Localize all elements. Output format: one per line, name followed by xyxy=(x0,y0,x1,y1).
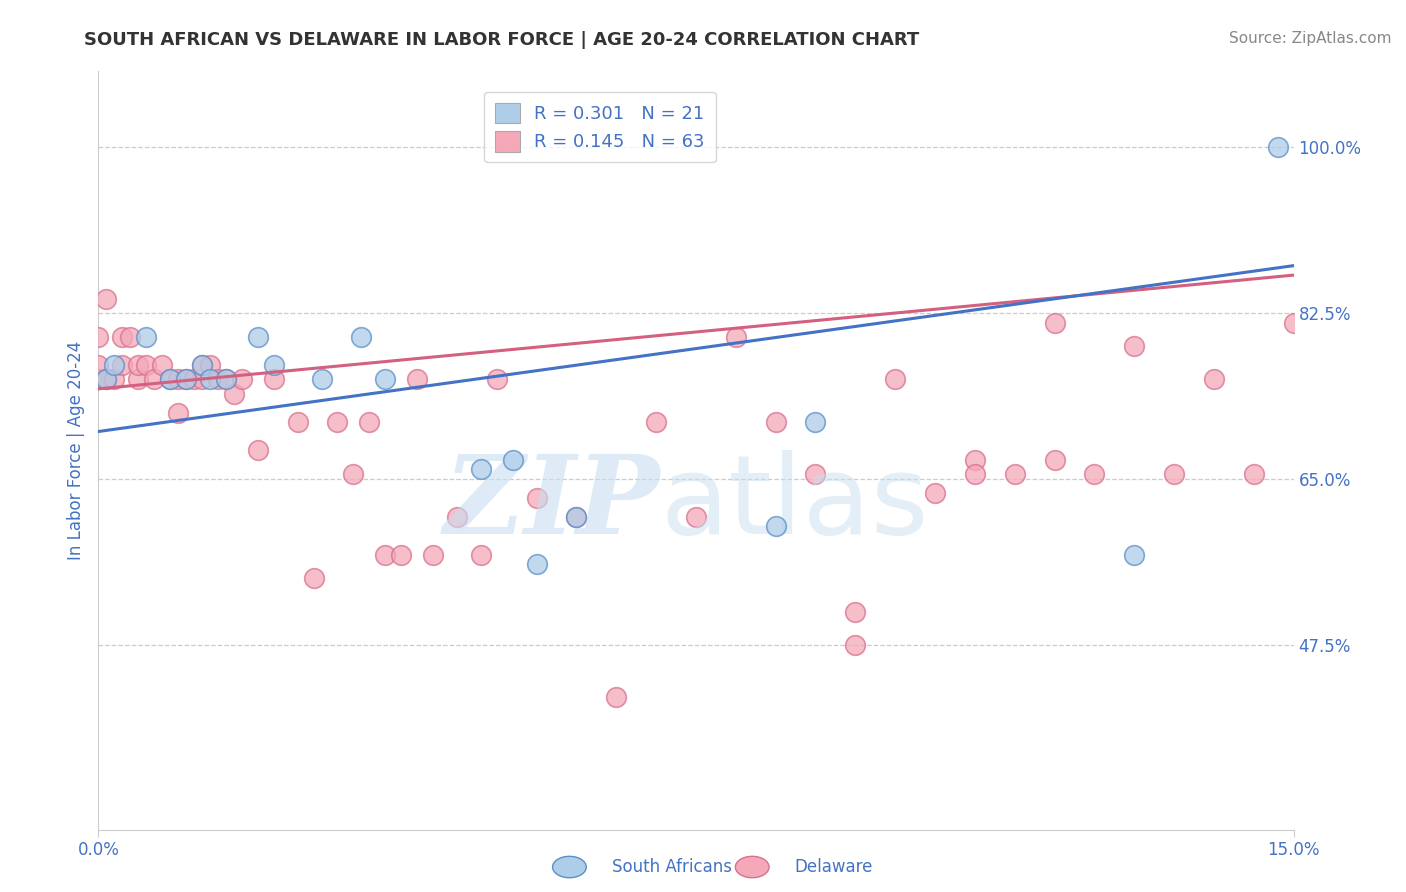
Point xyxy=(111,358,134,372)
Point xyxy=(143,372,166,386)
Point xyxy=(963,467,986,482)
Point xyxy=(96,372,118,386)
Point xyxy=(526,557,548,572)
Point xyxy=(765,519,787,533)
Point xyxy=(350,330,373,344)
Point xyxy=(502,453,524,467)
Text: SOUTH AFRICAN VS DELAWARE IN LABOR FORCE | AGE 20-24 CORRELATION CHART: SOUTH AFRICAN VS DELAWARE IN LABOR FORCE… xyxy=(84,31,920,49)
Point xyxy=(159,372,181,386)
Point xyxy=(374,548,396,562)
Point xyxy=(342,467,364,482)
Point xyxy=(724,330,747,344)
Point xyxy=(198,358,221,372)
Point xyxy=(924,486,946,500)
Point xyxy=(406,372,429,386)
Point xyxy=(1083,467,1105,482)
Point xyxy=(263,372,285,386)
Point xyxy=(159,372,181,386)
Point xyxy=(215,372,238,386)
Point xyxy=(389,548,412,562)
Point xyxy=(1043,316,1066,330)
Point xyxy=(326,415,349,429)
Point xyxy=(96,292,118,306)
Point xyxy=(246,443,269,458)
Point xyxy=(302,571,325,585)
Text: South Africans: South Africans xyxy=(612,858,731,876)
Point xyxy=(174,372,197,386)
Point xyxy=(87,330,110,344)
Point xyxy=(198,372,221,386)
Point xyxy=(135,358,157,372)
Point xyxy=(565,509,588,524)
Point xyxy=(207,372,229,386)
Point xyxy=(167,372,190,386)
Point xyxy=(191,358,214,372)
Point xyxy=(87,372,110,386)
Point xyxy=(422,548,444,562)
Point xyxy=(605,690,627,704)
Point xyxy=(765,415,787,429)
Point xyxy=(685,509,707,524)
Text: ZIP: ZIP xyxy=(443,450,661,558)
Point xyxy=(111,330,134,344)
Point xyxy=(150,358,173,372)
Point xyxy=(470,548,492,562)
Point xyxy=(1202,372,1225,386)
Point xyxy=(87,358,110,372)
Point xyxy=(215,372,238,386)
Point xyxy=(174,372,197,386)
Point xyxy=(804,415,827,429)
Point xyxy=(120,330,142,344)
Point xyxy=(127,372,149,386)
Point xyxy=(191,358,214,372)
Y-axis label: In Labor Force | Age 20-24: In Labor Force | Age 20-24 xyxy=(66,341,84,560)
Point xyxy=(127,358,149,372)
Point xyxy=(96,372,118,386)
Point xyxy=(645,415,668,429)
Point xyxy=(103,372,125,386)
Point xyxy=(222,386,245,401)
Point xyxy=(446,509,468,524)
Point xyxy=(103,358,125,372)
Point xyxy=(1123,339,1146,353)
Point xyxy=(526,491,548,505)
Point xyxy=(565,509,588,524)
Point xyxy=(1282,316,1305,330)
Point xyxy=(844,638,866,652)
Point xyxy=(135,330,157,344)
Point xyxy=(963,453,986,467)
Point xyxy=(1267,140,1289,154)
Point xyxy=(485,372,508,386)
Point xyxy=(884,372,907,386)
Point xyxy=(246,330,269,344)
Text: Source: ZipAtlas.com: Source: ZipAtlas.com xyxy=(1229,31,1392,46)
Point xyxy=(287,415,309,429)
Legend: R = 0.301   N = 21, R = 0.145   N = 63: R = 0.301 N = 21, R = 0.145 N = 63 xyxy=(484,92,716,162)
Point xyxy=(359,415,381,429)
Point xyxy=(844,605,866,619)
Point xyxy=(1243,467,1265,482)
Point xyxy=(191,372,214,386)
Point xyxy=(1163,467,1185,482)
Point xyxy=(263,358,285,372)
Point xyxy=(183,372,205,386)
Point xyxy=(1004,467,1026,482)
Point xyxy=(470,462,492,476)
Point xyxy=(311,372,333,386)
Point xyxy=(804,467,827,482)
Text: atlas: atlas xyxy=(661,450,928,557)
Point xyxy=(231,372,253,386)
Point xyxy=(1123,548,1146,562)
Point xyxy=(1043,453,1066,467)
Point xyxy=(167,406,190,420)
Point xyxy=(374,372,396,386)
Text: Delaware: Delaware xyxy=(794,858,873,876)
